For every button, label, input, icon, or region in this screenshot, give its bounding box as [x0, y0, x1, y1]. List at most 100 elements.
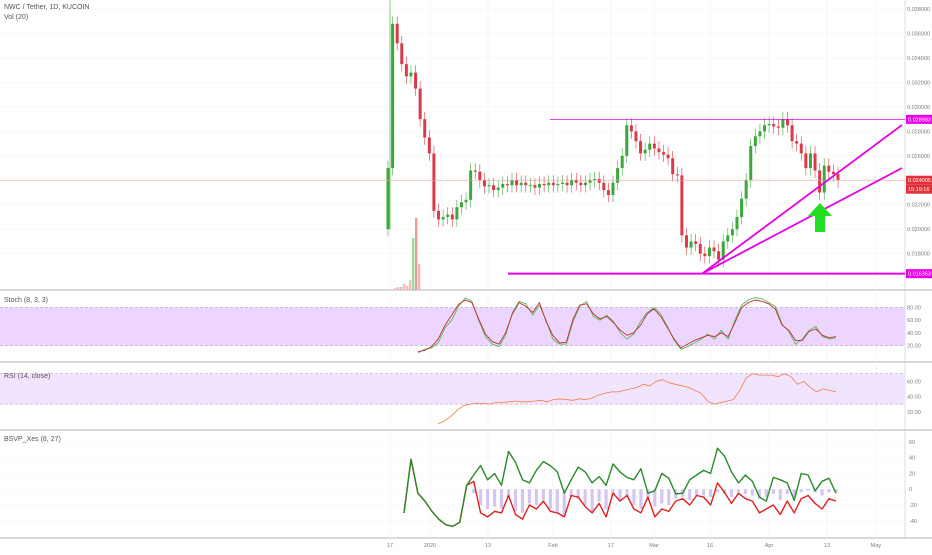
- bsvp-histogram-bar: [499, 489, 504, 509]
- candle: [698, 243, 702, 254]
- volume-bar: [400, 287, 403, 290]
- y-tick-label: 0.030000: [907, 105, 930, 111]
- x-tick-label: 17: [387, 543, 393, 549]
- candle: [611, 182, 615, 195]
- bsvp-histogram-bar: [806, 489, 810, 491]
- candle: [643, 149, 647, 154]
- candle: [395, 23, 399, 44]
- candle: [827, 165, 831, 172]
- bsvp-histogram-bar: [729, 489, 734, 498]
- rsi-line: [437, 373, 837, 425]
- bsvp-y-tick: 60: [909, 440, 915, 446]
- y-tick-label: 0.034000: [907, 56, 930, 62]
- candle: [799, 143, 803, 154]
- candle: [528, 185, 532, 187]
- bsvp-histogram-bar: [715, 489, 720, 493]
- bsvp-histogram-bar: [534, 489, 538, 506]
- y-tick-label: 0.018000: [907, 252, 930, 258]
- candle: [597, 179, 601, 183]
- bsvp-histogram-bar: [472, 489, 476, 494]
- bsvp-histogram-bar: [639, 489, 643, 509]
- candle: [414, 72, 418, 89]
- candle: [671, 158, 675, 175]
- candle: [785, 119, 789, 126]
- volume-bar: [397, 287, 400, 290]
- candle: [515, 180, 519, 186]
- candle: [744, 180, 748, 199]
- x-tick-label: Mar: [649, 543, 659, 549]
- bsvp-histogram-bar: [513, 489, 518, 512]
- bsvp-histogram-bar: [604, 489, 608, 509]
- candle: [570, 180, 574, 186]
- bsvp-histogram-bar: [834, 489, 838, 493]
- last-price-tag-bg: [906, 175, 932, 185]
- bsvp-histogram-bar: [743, 489, 748, 494]
- candle: [469, 170, 473, 200]
- x-tick-label: Apr: [765, 543, 774, 549]
- candle: [450, 214, 454, 220]
- bsvp-histogram-bar: [750, 489, 754, 496]
- volume-bar: [406, 286, 409, 290]
- bsvp-histogram-bar: [527, 489, 532, 504]
- candle: [441, 216, 445, 220]
- candle: [487, 185, 491, 187]
- bsvp-histogram-bar: [583, 489, 587, 506]
- candle: [657, 148, 661, 153]
- candle: [717, 251, 721, 260]
- bsvp-y-tick: -40: [909, 519, 917, 525]
- candle: [583, 182, 587, 186]
- bsvp-histogram-bar: [597, 489, 601, 502]
- candle: [629, 125, 633, 132]
- bsvp-sell-line: [403, 458, 837, 527]
- candle: [753, 136, 757, 147]
- bsvp-histogram-bar: [757, 489, 761, 499]
- bsvp-histogram-bar: [646, 489, 650, 499]
- candle: [730, 229, 734, 236]
- candle: [804, 153, 808, 169]
- candle: [588, 180, 592, 183]
- candle: [694, 241, 698, 244]
- candle: [818, 170, 822, 193]
- resistance-price-tag-bg: [906, 114, 932, 124]
- candle: [726, 235, 730, 242]
- y-tick-label: 0.036000: [907, 32, 930, 38]
- candle: [813, 153, 817, 171]
- candle: [740, 198, 744, 217]
- resistance-price-tag: 0.028983: [908, 117, 931, 123]
- x-tick-label: 13: [485, 543, 491, 549]
- volume-title: Vol (20): [4, 14, 29, 21]
- bsvp-histogram-bar: [820, 489, 824, 496]
- candle: [418, 88, 422, 120]
- rsi-title: RSI (14, close): [4, 373, 51, 380]
- candle: [763, 125, 767, 132]
- bsvp-histogram-bar: [479, 489, 483, 506]
- rsi-y-tick: 20.00: [907, 410, 921, 416]
- candle: [579, 182, 583, 186]
- candle: [574, 180, 578, 183]
- bsvp-histogram-bar: [688, 489, 692, 501]
- bsvp-y-tick: 0: [909, 487, 912, 493]
- candle: [505, 183, 509, 186]
- stoch-y-tick: 40.00: [907, 331, 921, 337]
- candle: [790, 125, 794, 142]
- candle: [400, 43, 404, 65]
- candle: [459, 202, 463, 208]
- candle: [776, 126, 780, 128]
- y-tick-label: 0.028000: [907, 129, 930, 135]
- candle: [831, 171, 835, 175]
- symbol-title: NWC / Tether, 1D, KUCOIN: [4, 4, 90, 11]
- candle: [496, 187, 500, 191]
- bsvp-histogram-bar: [667, 489, 671, 506]
- candle: [758, 131, 762, 137]
- y-tick-label: 0.026000: [907, 154, 930, 160]
- candle: [634, 131, 638, 142]
- bsvp-histogram-bar: [660, 489, 664, 504]
- bsvp-histogram-bar: [541, 489, 545, 501]
- candle: [556, 183, 560, 186]
- bsvp-histogram-bar: [785, 489, 789, 494]
- volume-bar: [418, 264, 421, 290]
- candle: [735, 216, 739, 230]
- candle: [386, 168, 390, 230]
